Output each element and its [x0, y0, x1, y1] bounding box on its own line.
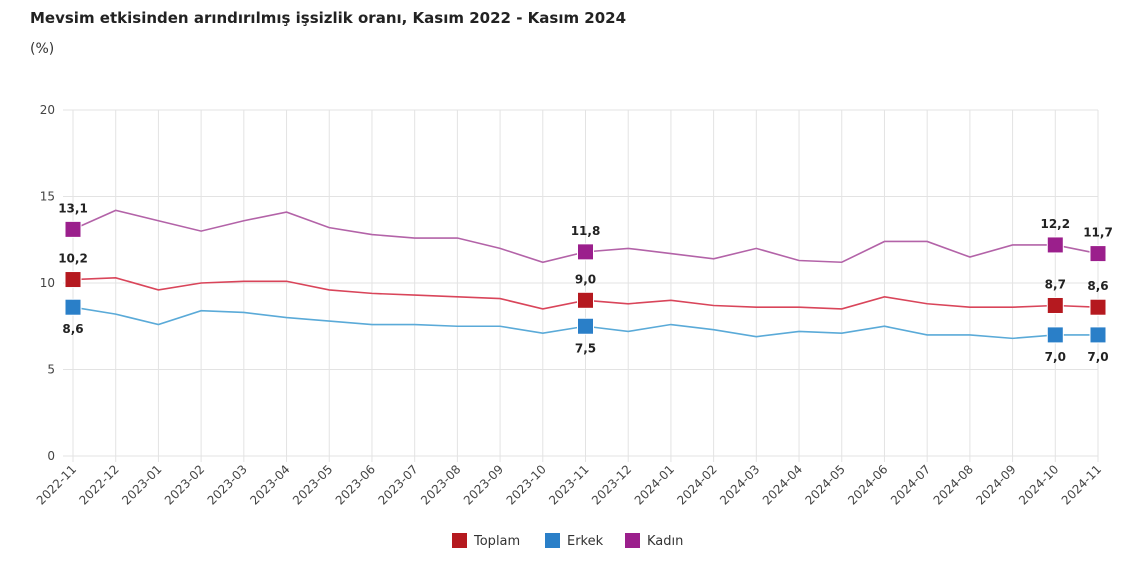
legend-label: Erkek	[567, 534, 604, 549]
data-marker	[1089, 326, 1107, 344]
data-label: 9,0	[575, 272, 596, 286]
x-tick-label: 2024-08	[931, 462, 976, 507]
x-tick-label: 2024-03	[717, 462, 762, 507]
legend-swatch	[545, 533, 560, 548]
x-tick-label: 2023-12	[589, 462, 634, 507]
x-tick-label: 2022-11	[34, 462, 79, 507]
data-marker	[1089, 245, 1107, 263]
data-label: 11,8	[571, 224, 601, 238]
legend-label: Toplam	[473, 534, 520, 549]
x-tick-label: 2023-08	[418, 462, 463, 507]
legend-item-toplam[interactable]: Toplam	[452, 533, 520, 549]
y-tick-label: 10	[40, 276, 55, 290]
data-label: 8,6	[1087, 279, 1108, 293]
data-marker	[1046, 326, 1064, 344]
data-marker	[64, 271, 82, 289]
data-marker	[577, 291, 594, 309]
x-tick-label: 2024-01	[632, 462, 677, 507]
data-marker	[1046, 296, 1064, 314]
data-label: 7,5	[575, 341, 596, 355]
x-tick-label: 2023-04	[247, 462, 292, 507]
y-tick-label: 15	[40, 190, 55, 204]
legend-label: Kadın	[647, 534, 683, 549]
data-marker	[64, 220, 82, 238]
legend-item-erkek[interactable]: Erkek	[545, 533, 604, 549]
legend-item-kadın[interactable]: Kadın	[625, 533, 683, 549]
data-label: 10,2	[58, 252, 88, 266]
y-tick-label: 5	[47, 363, 55, 377]
x-tick-label: 2024-10	[1016, 462, 1061, 507]
x-tick-label: 2024-11	[1059, 462, 1104, 507]
data-label: 8,6	[62, 322, 83, 336]
data-label: 11,7	[1083, 226, 1113, 240]
x-tick-label: 2023-01	[119, 462, 164, 507]
y-tick-label: 0	[47, 449, 55, 463]
data-marker	[64, 298, 82, 316]
x-tick-label: 2024-04	[760, 462, 805, 507]
x-tick-label: 2024-05	[803, 462, 848, 507]
data-label: 13,1	[58, 201, 88, 215]
x-tick-label: 2023-11	[546, 462, 591, 507]
x-tick-label: 2023-02	[162, 462, 207, 507]
legend-swatch	[625, 533, 640, 548]
x-tick-label: 2023-07	[375, 462, 420, 507]
chart-unit: (%)	[30, 41, 55, 57]
data-label: 12,2	[1040, 217, 1070, 231]
x-tick-label: 2023-09	[461, 462, 506, 507]
data-label: 7,0	[1087, 350, 1108, 364]
data-marker	[1089, 298, 1107, 316]
x-tick-label: 2024-07	[888, 462, 933, 507]
x-tick-label: 2024-09	[973, 462, 1018, 507]
data-label: 7,0	[1045, 350, 1066, 364]
data-marker	[577, 317, 594, 335]
x-tick-label: 2024-02	[674, 462, 719, 507]
x-tick-label: 2022-12	[76, 462, 121, 507]
x-tick-label: 2023-03	[205, 462, 250, 507]
data-marker	[577, 243, 594, 261]
legend-swatch	[452, 533, 467, 548]
chart-title: Mevsim etkisinden arındırılmış işsizlik …	[30, 9, 627, 27]
y-tick-label: 20	[40, 103, 55, 117]
x-tick-label: 2023-06	[333, 462, 378, 507]
x-tick-label: 2023-10	[504, 462, 549, 507]
data-label: 8,7	[1045, 277, 1066, 291]
data-marker	[1046, 236, 1064, 254]
x-tick-label: 2024-06	[845, 462, 890, 507]
x-tick-label: 2023-05	[290, 462, 335, 507]
